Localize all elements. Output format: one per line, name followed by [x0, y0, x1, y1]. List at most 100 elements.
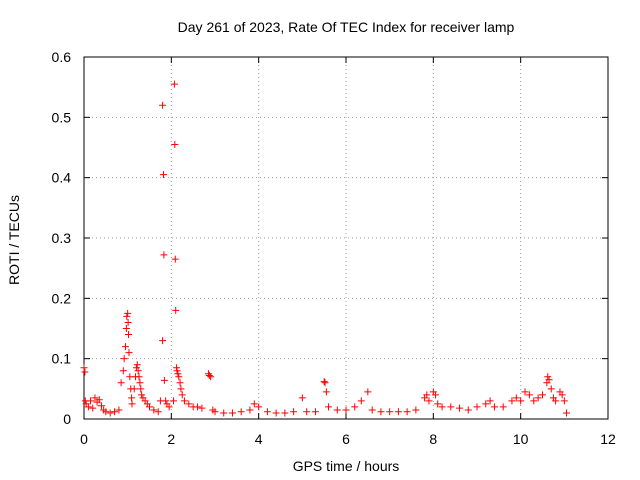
data-point: [246, 406, 254, 414]
data-point: [106, 409, 114, 417]
data-point: [423, 391, 431, 399]
data-point: [563, 409, 571, 417]
data-point: [180, 397, 188, 405]
y-tick-label: 0.6: [52, 49, 72, 65]
data-point: [198, 404, 206, 412]
data-point: [173, 367, 181, 375]
data-point: [137, 385, 145, 393]
data-point: [425, 397, 433, 405]
data-point: [447, 403, 455, 411]
data-point: [84, 403, 92, 411]
data-point: [517, 397, 525, 405]
data-point: [162, 397, 170, 405]
data-point: [150, 406, 158, 414]
data-point: [133, 361, 141, 369]
data-point: [530, 397, 538, 405]
data-point: [95, 396, 103, 404]
data-point: [333, 406, 341, 414]
data-point: [160, 251, 168, 259]
data-point: [185, 400, 193, 408]
data-point: [120, 355, 128, 363]
y-tick-label: 0.2: [52, 290, 72, 306]
data-point: [172, 306, 180, 314]
data-point: [434, 400, 442, 408]
data-point: [175, 373, 183, 381]
data-point: [544, 373, 552, 381]
x-axis-label: GPS time / hours: [293, 458, 400, 474]
x-tick-label: 4: [255, 431, 263, 447]
data-point: [160, 376, 168, 384]
data-point: [115, 406, 123, 414]
data-point: [102, 408, 110, 416]
data-point: [499, 403, 507, 411]
x-tick-label: 2: [167, 431, 175, 447]
data-point: [177, 385, 185, 393]
data-point: [320, 378, 328, 386]
data-point: [154, 408, 162, 416]
data-point: [560, 397, 568, 405]
data-point: [135, 373, 143, 381]
data-point: [165, 403, 173, 411]
data-point: [123, 312, 131, 320]
data-point: [311, 408, 319, 416]
data-point: [298, 394, 306, 402]
data-point: [111, 408, 119, 416]
y-tick-label: 0.4: [52, 170, 72, 186]
data-point: [290, 408, 298, 416]
data-point: [322, 388, 330, 396]
data-point: [255, 403, 263, 411]
data-point: [438, 403, 446, 411]
data-point: [432, 391, 440, 399]
data-point: [508, 397, 516, 405]
data-point: [124, 309, 132, 317]
x-tick-label: 6: [342, 431, 350, 447]
y-axis-label: ROTI / TECUs: [6, 195, 22, 285]
data-point: [136, 379, 144, 387]
data-point: [178, 391, 186, 399]
data-point: [159, 101, 167, 109]
data-point: [119, 367, 127, 375]
data-point: [237, 408, 245, 416]
data-point: [368, 406, 376, 414]
data-point: [138, 391, 146, 399]
data-point: [159, 337, 167, 345]
data-point: [325, 403, 333, 411]
data-point: [228, 409, 236, 417]
x-tick-label: 8: [429, 431, 437, 447]
data-point: [486, 397, 494, 405]
data-point: [87, 397, 95, 405]
data-point: [128, 394, 136, 402]
data-point: [122, 325, 130, 332]
data-point: [211, 408, 219, 416]
data-point: [521, 388, 529, 396]
data-point: [124, 318, 132, 326]
data-point: [412, 406, 420, 414]
data-point: [272, 409, 280, 417]
data-point: [205, 372, 213, 380]
data-point: [174, 370, 182, 378]
chart-title: Day 261 of 2023, Rate Of TEC Index for r…: [178, 19, 515, 35]
data-point: [525, 391, 533, 399]
data-point: [473, 403, 481, 411]
y-tick-label: 0.3: [52, 230, 72, 246]
data-point: [194, 403, 202, 411]
data-point: [125, 331, 133, 339]
data-point: [351, 403, 359, 411]
y-tick-label: 0.5: [52, 109, 72, 125]
data-point: [377, 408, 385, 416]
data-point: [81, 368, 89, 376]
data-point: [534, 394, 542, 402]
data-point: [97, 402, 105, 410]
data-point: [321, 379, 329, 387]
data-point: [117, 379, 125, 387]
data-point: [130, 385, 138, 393]
data-point: [89, 404, 97, 412]
data-point: [545, 376, 553, 384]
data-point: [386, 408, 394, 416]
data-point: [170, 80, 178, 88]
data-point: [357, 397, 365, 405]
data-point: [134, 367, 142, 375]
data-point: [220, 409, 228, 417]
data-point: [159, 171, 167, 179]
